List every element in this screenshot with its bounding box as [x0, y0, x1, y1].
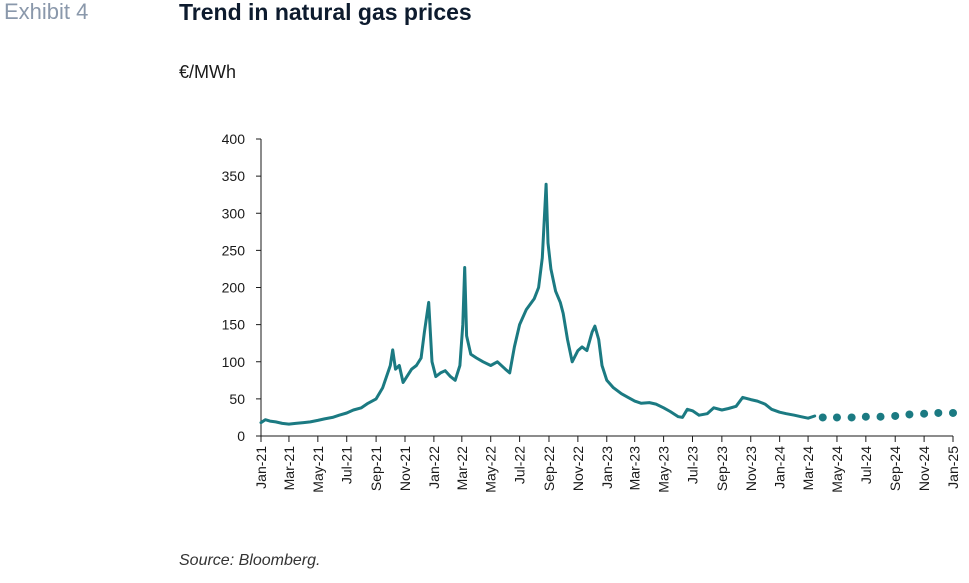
- y-tick-label: 50: [229, 391, 245, 407]
- y-tick-label: 250: [222, 242, 246, 258]
- x-axis: Jan-21 Mar-21 May-21 Jul-21 Sep-21 Nov-21 Jan-…: [253, 435, 961, 493]
- x-tick-label: Mar-24: [800, 446, 816, 491]
- forward-price-point: [861, 412, 870, 421]
- forward-price-point: [832, 413, 841, 422]
- y-axis-unit: €/MWh: [179, 62, 237, 82]
- forward-price-point: [949, 408, 957, 417]
- chart-title: Trend in natural gas prices: [179, 0, 472, 25]
- y-tick-label: 200: [222, 280, 246, 296]
- forward-price-point: [818, 413, 827, 422]
- x-tick-label: Jan-25: [945, 446, 961, 489]
- x-tick-label: Jul-21: [339, 446, 355, 484]
- y-axis: 0 50 100 150 200 250 300 350 400: [222, 131, 262, 444]
- y-tick-label: 400: [222, 131, 246, 147]
- x-tick-label: Jul-22: [512, 446, 528, 484]
- x-tick-label: Mar-23: [627, 446, 643, 491]
- x-tick-label: Sep-24: [887, 446, 903, 491]
- x-tick-label: Nov-23: [743, 446, 759, 491]
- y-tick-label: 0: [237, 428, 245, 444]
- x-tick-label: Sep-21: [368, 446, 384, 491]
- forward-price-point: [891, 411, 900, 420]
- price-line: [259, 182, 817, 426]
- x-tick-label: Nov-22: [570, 446, 586, 491]
- y-tick-label: 150: [222, 317, 246, 333]
- forward-price-point: [905, 410, 914, 419]
- x-tick-label: May-22: [483, 446, 499, 493]
- series-layer: [259, 182, 957, 426]
- x-tick-label: May-24: [829, 446, 845, 493]
- x-tick-label: Jan-24: [772, 446, 788, 489]
- y-tick-label: 300: [222, 205, 246, 221]
- x-tick-label: Sep-22: [541, 446, 557, 491]
- x-tick-label: Nov-21: [397, 446, 413, 491]
- exhibit-label: Exhibit 4: [4, 0, 89, 24]
- y-tick-label: 350: [222, 168, 246, 184]
- y-tick-label: 100: [222, 354, 246, 370]
- x-tick-label: Jan-21: [253, 446, 269, 489]
- x-tick-label: Mar-22: [454, 446, 470, 491]
- x-tick-label: May-23: [656, 446, 672, 493]
- x-tick-label: Jan-22: [426, 446, 442, 489]
- x-tick-label: Nov-24: [916, 446, 932, 491]
- x-tick-label: May-21: [310, 446, 326, 493]
- x-tick-label: Jul-23: [684, 446, 700, 484]
- forward-price-point: [934, 408, 943, 417]
- forward-price-point: [847, 413, 856, 422]
- x-tick-label: Sep-23: [714, 446, 730, 491]
- forward-price-point: [920, 409, 929, 418]
- forward-price-point: [876, 412, 885, 421]
- x-tick-label: Mar-21: [281, 446, 297, 491]
- source-note: Source: Bloomberg.: [179, 552, 321, 569]
- x-tick-label: Jul-24: [858, 446, 874, 484]
- x-tick-label: Jan-23: [599, 446, 615, 489]
